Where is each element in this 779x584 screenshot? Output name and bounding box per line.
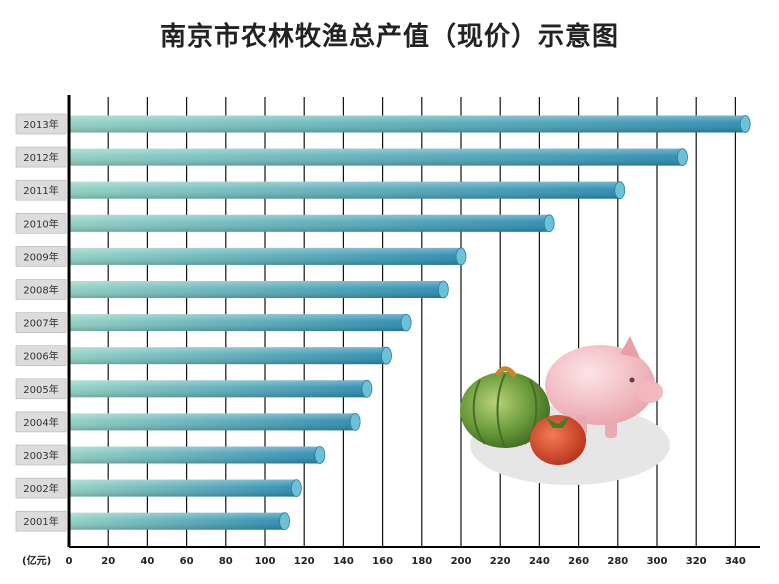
bar-shade <box>69 314 407 332</box>
bar-shade <box>69 115 746 133</box>
x-tick-label: 100 <box>255 556 276 567</box>
pumpkin-icon <box>460 366 550 448</box>
bar-end-cap <box>614 181 626 200</box>
x-tick-label: 200 <box>451 556 472 567</box>
bar-2013年 <box>69 115 751 133</box>
chart-title: 南京市农林牧渔总产值（现价）示意图 <box>159 22 619 52</box>
bars <box>69 115 751 531</box>
bar-shade <box>69 148 683 166</box>
category-label-box <box>15 246 67 267</box>
category-label: 2007年 <box>23 317 58 330</box>
category-labels: 2013年 2012年 2011年 2010年 2009年 2008年 2007年 2006年… <box>15 113 67 532</box>
category-label-box <box>15 179 67 201</box>
category-label: 2012年 <box>23 151 58 164</box>
x-tick-label: 20 <box>101 556 115 567</box>
category-label-box <box>15 146 67 168</box>
bar-2011年 <box>69 181 626 200</box>
bar-shade <box>69 214 550 232</box>
category-label-box <box>15 312 67 333</box>
bar-2002年 <box>69 479 302 498</box>
x-axis-unit-label: (亿元) <box>22 554 51 567</box>
x-tick-label: 240 <box>529 556 550 567</box>
category-label-box <box>15 411 67 433</box>
x-tick-label: 140 <box>333 556 354 567</box>
category-label-box <box>15 378 67 400</box>
x-tick-label: 260 <box>568 556 589 567</box>
bar-2010年 <box>69 214 555 233</box>
bar-end-cap <box>400 313 412 332</box>
category-label: 2001年 <box>23 515 58 528</box>
bar-shade <box>69 413 356 431</box>
category-label: 2009年 <box>23 250 58 263</box>
x-tick-label: 0 <box>66 556 73 567</box>
x-tick-label: 320 <box>686 556 707 567</box>
bar-2003年 <box>69 446 326 464</box>
bar-end-cap <box>455 247 467 266</box>
bar-end-cap <box>279 512 291 531</box>
category-label-box <box>15 113 67 135</box>
category-label: 2005年 <box>23 383 58 396</box>
category-label: 2010年 <box>23 217 58 230</box>
bar-shade <box>69 479 297 497</box>
bar-2009年 <box>69 247 467 266</box>
category-label: 2006年 <box>23 350 58 363</box>
category-label: 2002年 <box>23 482 58 495</box>
bar-end-cap <box>361 379 373 398</box>
x-tick-label: 300 <box>647 556 668 567</box>
category-label-box <box>15 510 67 532</box>
category-label-box <box>15 444 67 466</box>
bar-2007年 <box>69 313 412 332</box>
bar-end-cap <box>543 214 555 233</box>
x-tick-label: 180 <box>411 556 432 567</box>
bar-end-cap <box>437 280 449 299</box>
bar-2004年 <box>69 412 361 431</box>
bar-shade <box>69 380 367 398</box>
x-tick-label: 60 <box>180 556 194 567</box>
x-tick-label: 220 <box>490 556 511 567</box>
bar-end-cap <box>739 115 751 133</box>
category-label-box <box>15 345 67 367</box>
category-label-box <box>15 279 67 300</box>
bar-shade <box>69 247 461 265</box>
bar-2001年 <box>69 512 291 531</box>
category-label: 2013年 <box>23 118 58 131</box>
value-tick-labels: 0 20 40 60 80 100 120 140 160 180 200 220 240 260 280 3… <box>66 556 746 567</box>
x-tick-label: 340 <box>725 556 746 567</box>
food-illustration <box>460 336 670 485</box>
category-label: 2003年 <box>23 449 58 462</box>
category-label: 2004年 <box>23 416 58 429</box>
x-tick-label: 40 <box>140 556 154 567</box>
bar-2005年 <box>69 379 373 398</box>
axes <box>67 95 760 548</box>
bar-end-cap <box>290 479 302 498</box>
bar-shade <box>69 512 285 530</box>
bar-2012年 <box>69 148 688 167</box>
x-tick-label: 120 <box>294 556 315 567</box>
category-label-box <box>15 477 67 499</box>
bar-2006年 <box>69 346 392 365</box>
x-tick-label: 80 <box>219 556 233 567</box>
category-label-box <box>15 213 67 234</box>
x-tick-label: 160 <box>372 556 393 567</box>
pig-icon <box>545 336 663 438</box>
bar-end-cap <box>381 346 392 365</box>
bar-end-cap <box>677 148 688 167</box>
category-label: 2011年 <box>23 184 58 197</box>
bar-shade <box>69 181 620 199</box>
bar-end-cap <box>314 446 326 464</box>
bar-shade <box>69 281 444 298</box>
bar-shade <box>69 446 320 464</box>
bar-2008年 <box>69 280 449 299</box>
bar-end-cap <box>349 412 361 431</box>
bar-shade <box>69 347 387 365</box>
category-label: 2008年 <box>23 284 58 297</box>
x-tick-label: 280 <box>607 556 628 567</box>
tomato-icon <box>530 415 586 465</box>
